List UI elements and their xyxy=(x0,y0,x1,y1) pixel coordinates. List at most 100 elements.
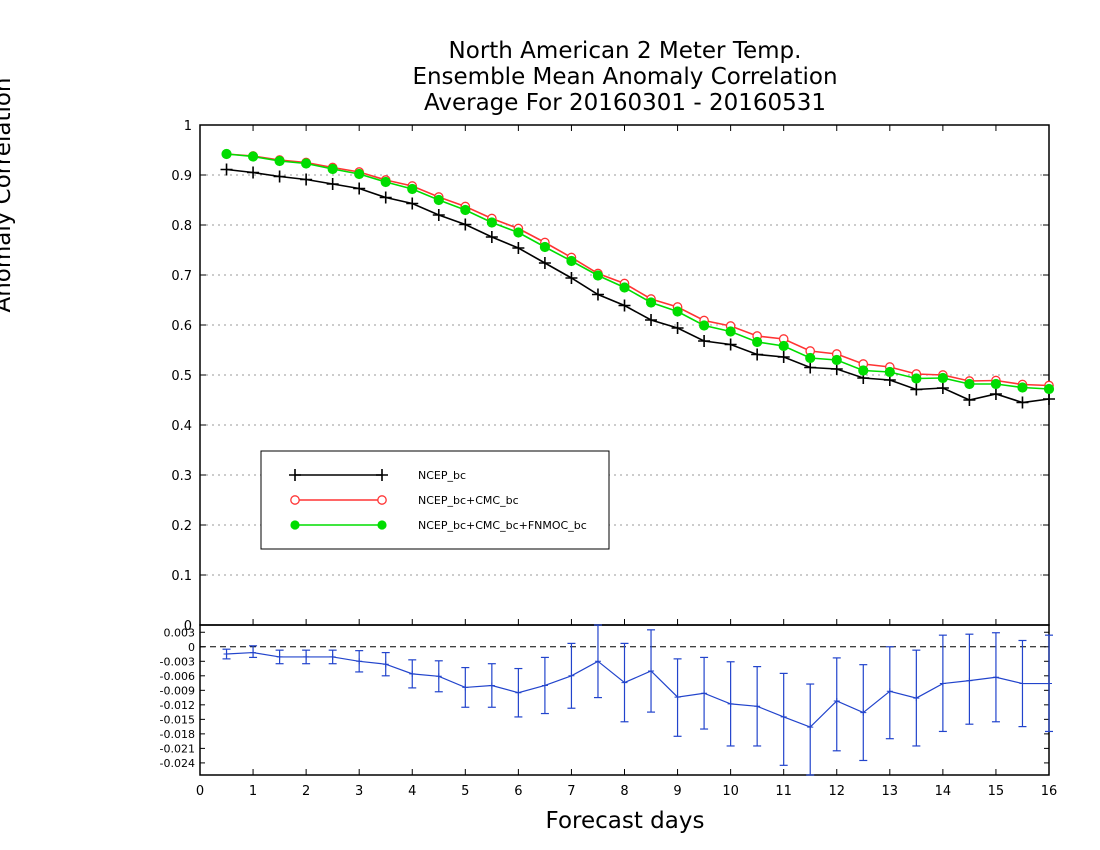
data-point xyxy=(725,326,736,337)
y-tick-label: 0.9 xyxy=(171,169,192,184)
data-point xyxy=(671,322,684,334)
data-point xyxy=(804,361,817,374)
data-point xyxy=(591,288,604,301)
data-point xyxy=(247,166,260,179)
chart-title-line-2: Ensemble Mean Anomaly Correlation xyxy=(412,64,838,90)
data-point xyxy=(645,314,658,326)
data-point xyxy=(273,170,286,183)
data-point xyxy=(327,163,338,175)
difference-point xyxy=(886,688,893,695)
data-point xyxy=(1017,382,1028,393)
data-point xyxy=(379,191,392,204)
x-tick-label: 7 xyxy=(567,784,575,799)
x-tick-label: 15 xyxy=(988,784,1005,799)
data-point xyxy=(752,336,763,348)
x-axis-title: Forecast days xyxy=(545,808,705,834)
difference-point xyxy=(594,658,601,665)
legend-marker xyxy=(377,495,387,505)
data-point xyxy=(460,204,471,216)
x-tick-label: 11 xyxy=(775,784,792,799)
y-tick-label: -0.006 xyxy=(160,670,195,683)
y-tick-label: 0.8 xyxy=(171,219,192,234)
x-tick-label: 5 xyxy=(461,784,469,799)
data-point xyxy=(221,148,232,160)
data-point xyxy=(513,227,524,238)
difference-point xyxy=(356,658,363,665)
data-point xyxy=(432,209,445,221)
y-tick-label: 0 xyxy=(188,641,195,654)
difference-point xyxy=(541,682,548,689)
data-point xyxy=(566,255,577,267)
data-point xyxy=(433,194,444,206)
data-point xyxy=(911,373,922,384)
data-point xyxy=(247,151,259,162)
x-tick-label: 13 xyxy=(882,784,899,799)
data-point xyxy=(724,338,737,351)
chart-title-line-3: Average For 20160301 - 20160531 xyxy=(423,90,827,116)
difference-point xyxy=(833,697,840,704)
data-point xyxy=(1043,393,1055,405)
data-point xyxy=(485,231,498,243)
data-point xyxy=(777,351,790,363)
y-tick-label: -0.003 xyxy=(160,655,195,668)
data-point xyxy=(512,242,525,254)
difference-point xyxy=(754,703,761,710)
data-point xyxy=(645,297,657,308)
legend-marker xyxy=(290,495,300,505)
difference-point xyxy=(435,673,442,680)
y-tick-label: -0.018 xyxy=(160,728,195,741)
series-line xyxy=(226,153,1050,390)
data-point xyxy=(326,178,339,190)
legend-label: NCEP_bc xyxy=(418,469,466,482)
data-point xyxy=(407,183,418,195)
data-point xyxy=(672,306,683,317)
y-tick-label: 0.3 xyxy=(171,469,192,484)
difference-point xyxy=(303,653,310,660)
data-point xyxy=(486,217,497,228)
data-point xyxy=(751,348,764,361)
series-line xyxy=(226,168,1050,404)
difference-point xyxy=(860,709,867,716)
y-tick-label: 0 xyxy=(184,619,192,634)
difference-line xyxy=(226,651,1049,728)
data-point xyxy=(565,272,578,284)
data-point xyxy=(936,382,949,394)
difference-point xyxy=(462,684,469,691)
data-point xyxy=(778,340,789,352)
data-point xyxy=(937,372,948,384)
y-tick-label: -0.015 xyxy=(160,713,195,726)
difference-point xyxy=(409,670,416,677)
data-point xyxy=(1043,383,1055,395)
data-point xyxy=(989,388,1002,400)
data-point xyxy=(963,394,976,406)
data-point xyxy=(354,168,365,180)
y-tick-label: -0.024 xyxy=(160,757,195,770)
difference-point xyxy=(276,653,283,660)
data-point xyxy=(884,366,895,378)
y-tick-label: 0.003 xyxy=(164,626,196,639)
data-point xyxy=(380,176,391,188)
y-tick-label: 0.1 xyxy=(171,569,192,584)
legend-marker xyxy=(376,469,388,481)
series-line xyxy=(226,153,1050,387)
difference-point xyxy=(329,653,336,660)
data-point xyxy=(698,320,710,331)
x-tick-label: 1 xyxy=(249,784,257,799)
y-tick-label: -0.021 xyxy=(160,742,195,755)
x-tick-label: 2 xyxy=(302,784,310,799)
difference-point xyxy=(1019,680,1026,687)
x-tick-label: 14 xyxy=(935,784,952,799)
x-tick-label: 4 xyxy=(408,784,416,799)
y-tick-label: 1 xyxy=(184,119,192,134)
difference-point xyxy=(648,667,655,674)
legend-marker xyxy=(289,469,301,481)
x-tick-label: 12 xyxy=(828,784,845,799)
x-tick-label: 9 xyxy=(673,784,681,799)
legend-label: NCEP_bc+CMC_bc+FNMOC_bc xyxy=(418,519,587,532)
difference-point xyxy=(992,674,999,681)
x-tick-label: 6 xyxy=(514,784,522,799)
legend-label: NCEP_bc+CMC_bc xyxy=(418,494,519,507)
x-tick-label: 0 xyxy=(196,784,204,799)
